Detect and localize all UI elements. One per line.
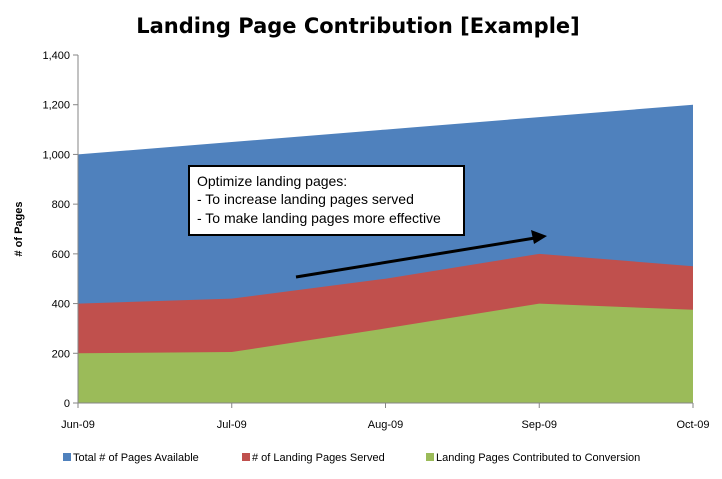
y-tick-labels: 0 200 400 600 800 1,000 1,200 1,400 — [42, 50, 70, 410]
y-tick-label: 1,400 — [42, 50, 70, 62]
annotation: Optimize landing pages: - To increase la… — [188, 165, 547, 279]
y-axis-label: # of Pages — [13, 201, 25, 256]
y-tick-label: 1,000 — [42, 149, 70, 161]
area-layers — [78, 104, 693, 403]
legend-swatch-1 — [63, 453, 71, 461]
y-tick-label: 800 — [52, 199, 70, 211]
axes — [73, 54, 694, 408]
y-tick-label: 600 — [52, 249, 70, 261]
x-tick-label: Aug-09 — [368, 419, 403, 431]
x-tick-label: Jun-09 — [61, 419, 95, 431]
x-tick-labels: Jun-09 Jul-09 Aug-09 Sep-09 Oct-09 — [61, 419, 709, 431]
annotation-box — [188, 165, 465, 236]
legend: Total # of Pages Available # of Landing P… — [63, 452, 640, 464]
chart-title: Landing Page Contribution [Example] — [136, 14, 580, 38]
legend-swatch-2 — [242, 453, 250, 461]
annotation-line-1: Optimize landing pages: — [197, 173, 347, 189]
area-series-3 — [78, 303, 693, 403]
legend-label-2: # of Landing Pages Served — [252, 452, 385, 464]
legend-label-3: Landing Pages Contributed to Conversion — [436, 452, 640, 464]
trend-arrow-head-icon — [531, 230, 547, 244]
x-tick-label: Sep-09 — [522, 419, 557, 431]
y-tick-label: 200 — [52, 348, 70, 360]
y-tick-label: 400 — [52, 299, 70, 311]
legend-swatch-3 — [426, 453, 434, 461]
annotation-line-2: - To increase landing pages served — [197, 191, 414, 207]
x-tick-label: Oct-09 — [676, 419, 709, 431]
y-tick-label: 1,200 — [42, 100, 70, 112]
annotation-line-3: - To make landing pages more effective — [197, 210, 441, 226]
x-tick-label: Jul-09 — [217, 419, 247, 431]
y-tick-label: 0 — [64, 398, 70, 410]
legend-label-1: Total # of Pages Available — [73, 452, 199, 464]
trend-arrow-line — [295, 236, 536, 279]
